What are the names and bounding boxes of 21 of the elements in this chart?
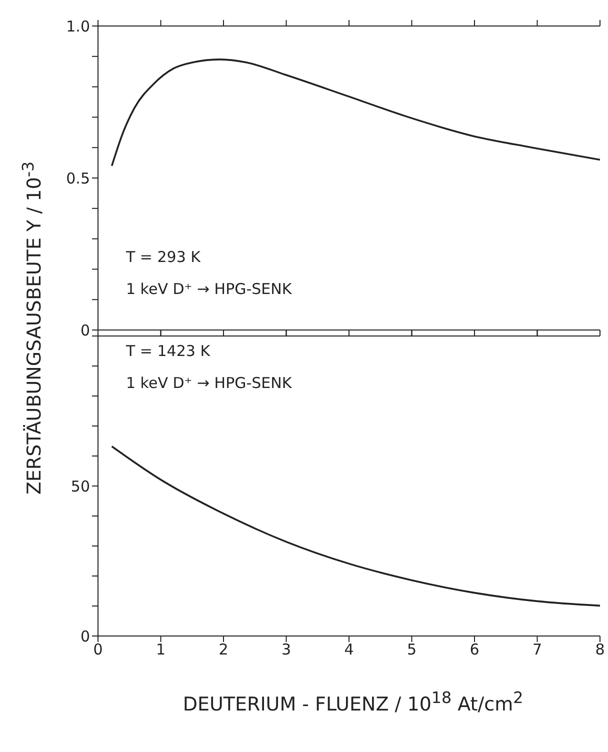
- annotation: 1 keV D⁺ → HPG-SENK: [126, 374, 292, 392]
- y-tick-label: 0.5: [66, 169, 90, 188]
- x-tick-label: 8: [595, 640, 605, 659]
- x-tick-label: 7: [532, 640, 542, 659]
- y-tick-label: 0: [80, 321, 90, 340]
- x-tick-label: 1: [156, 640, 166, 659]
- line-series: [110, 446, 600, 607]
- y-tick-label: 50: [70, 477, 90, 496]
- x-tick-label: 0: [93, 640, 103, 659]
- x-tick-label: 3: [281, 640, 292, 659]
- x-tick-label: 5: [406, 640, 417, 659]
- x-axis-title: DEUTERIUM - FLUENZ / 10$^{18}$ At/cm$^{2}$: [182, 688, 524, 716]
- x-tick-label: 4: [344, 640, 354, 659]
- line-series: [110, 58, 600, 167]
- y-tick-label: 0: [80, 627, 90, 646]
- annotation: 1 keV D⁺ → HPG-SENK: [126, 280, 292, 298]
- y-tick-label: 1.0: [66, 17, 90, 36]
- annotation: T = 293 K: [126, 248, 201, 266]
- x-tick-label: 2: [218, 640, 228, 659]
- x-tick-label: 6: [470, 640, 480, 659]
- annotation: T = 1423 K: [126, 342, 210, 360]
